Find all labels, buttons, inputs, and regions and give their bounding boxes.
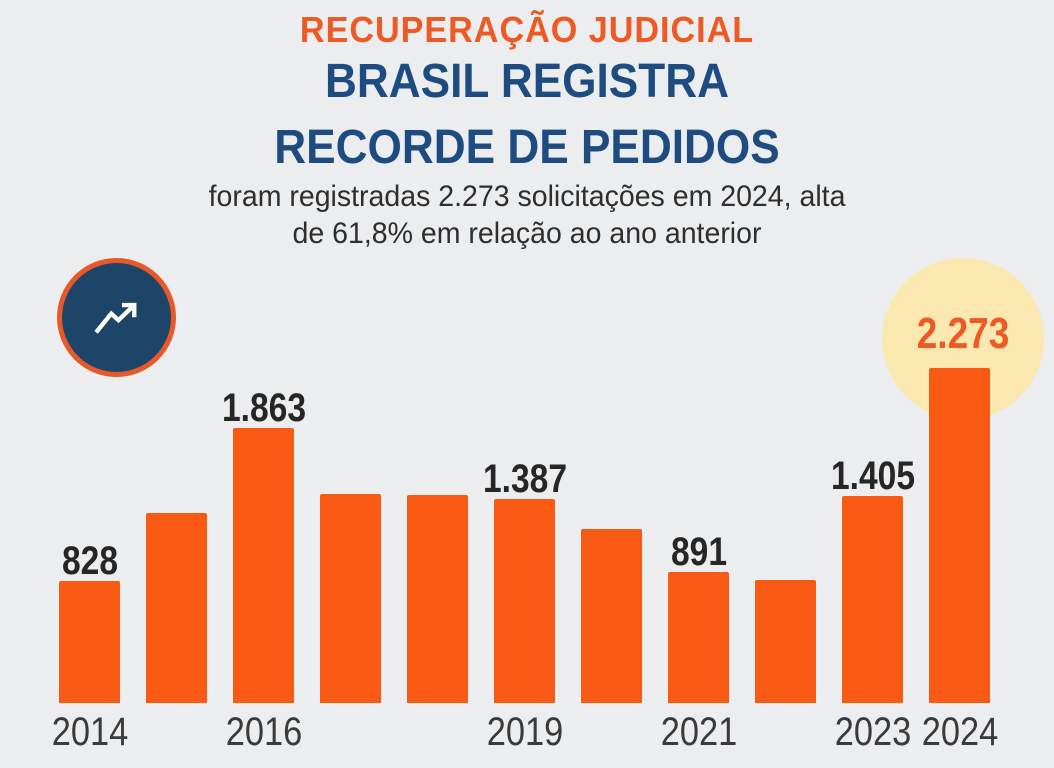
bar-2023 (842, 496, 903, 703)
kicker-title: RECUPERAÇÃO JUDICIAL (288, 9, 766, 51)
subtitle-line1-text: foram registradas 2.273 solicitações em … (208, 180, 846, 213)
bar-value-text-2014: 828 (61, 539, 118, 583)
bar-value-label-2014: 828 (56, 541, 123, 581)
trend-badge (57, 258, 176, 377)
main-title-line2-text: RECORDE DE PEDIDOS (274, 121, 780, 174)
axis-label-2016: 2016 (219, 712, 308, 752)
axis-label-text-2016: 2016 (225, 710, 302, 754)
bar-2018 (407, 495, 468, 703)
bar-2019 (494, 499, 555, 703)
bar-2024 (929, 368, 990, 703)
axis-label-text-2014: 2014 (51, 710, 128, 754)
bar-value-text-2021: 891 (670, 530, 727, 574)
bar-value-label-2016: 1.863 (213, 388, 313, 428)
subtitle-line1: foram registradas 2.273 solicitações em … (192, 179, 862, 215)
bar-2020 (581, 529, 642, 703)
subtitle-line2: de 61,8% em relação ao ano anterior (280, 216, 774, 252)
main-title-line2: RECORDE DE PEDIDOS (252, 121, 801, 175)
bar-value-label-2021: 891 (665, 532, 732, 572)
bar-value-label-2019: 1.387 (474, 459, 574, 499)
bar-value-label-2024: 2.273 (908, 312, 1018, 356)
bar-value-text-2024: 2.273 (916, 309, 1010, 358)
axis-label-2014: 2014 (45, 712, 134, 752)
axis-label-text-2023: 2023 (834, 710, 911, 754)
axis-label-text-2019: 2019 (486, 710, 563, 754)
axis-label-2023: 2023 (828, 712, 917, 752)
bar-2015 (146, 513, 207, 703)
subtitle-line2-text: de 61,8% em relação ao ano anterior (292, 217, 762, 250)
bar-value-text-2019: 1.387 (482, 457, 567, 501)
bar-2017 (320, 494, 381, 703)
trending-up-icon (93, 302, 136, 334)
axis-label-text-2024: 2024 (921, 710, 998, 754)
bar-2016 (233, 428, 294, 703)
axis-label-2021: 2021 (654, 712, 743, 752)
axis-label-2024: 2024 (915, 712, 1004, 752)
bar-2022 (755, 580, 816, 703)
bar-2014 (59, 581, 120, 703)
kicker-title-text: RECUPERAÇÃO JUDICIAL (299, 9, 755, 50)
bar-value-text-2023: 1.405 (830, 454, 915, 498)
bar-value-label-2023: 1.405 (822, 456, 922, 496)
axis-label-2019: 2019 (480, 712, 569, 752)
bar-2021 (668, 572, 729, 703)
main-title-line1-text: BRASIL REGISTRA (324, 55, 730, 108)
bar-value-text-2016: 1.863 (221, 386, 306, 430)
axis-label-text-2021: 2021 (660, 710, 737, 754)
main-title-line1: BRASIL REGISTRA (307, 55, 746, 109)
